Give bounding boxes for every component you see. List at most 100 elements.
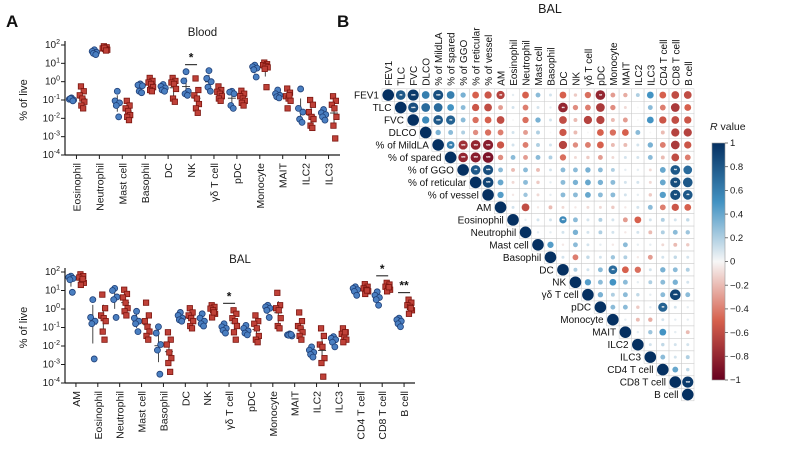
data-point-red	[171, 98, 178, 105]
corr-circle	[511, 131, 515, 134]
corr-circle	[624, 168, 627, 172]
corr-circle	[536, 167, 540, 172]
corr-row-label: γδ T cell	[542, 290, 579, 301]
corr-circle	[659, 191, 666, 199]
category-label: B cell	[399, 391, 411, 417]
data-point-blue	[206, 87, 214, 95]
significance-star: **	[399, 279, 409, 293]
corr-circle	[433, 115, 443, 125]
corr-significance-star: ***	[461, 143, 466, 148]
data-point-red	[342, 329, 349, 336]
corr-circle	[472, 91, 479, 99]
data-point-blue	[222, 329, 229, 337]
corr-circle	[660, 354, 666, 360]
corr-circle	[684, 141, 692, 149]
corr-circle	[511, 205, 515, 209]
corr-circle	[685, 292, 691, 298]
corr-circle	[522, 142, 529, 148]
corr-circle	[636, 256, 640, 259]
corr-circle	[635, 130, 641, 135]
corr-circle	[573, 192, 578, 198]
corr-circle	[648, 280, 653, 285]
data-point-blue	[372, 296, 380, 304]
data-point-red	[192, 75, 199, 82]
corr-col-label: % of vessel	[484, 35, 495, 86]
corr-circle	[586, 131, 589, 134]
corr-circle	[498, 167, 503, 173]
corr-circle	[610, 92, 616, 98]
corr-circle	[511, 106, 515, 109]
corr-circle	[660, 155, 665, 160]
category-label: DC	[163, 163, 175, 179]
corr-circle	[659, 204, 666, 211]
data-point-red	[286, 92, 293, 99]
data-point-blue	[109, 287, 116, 294]
corr-circle	[597, 141, 604, 149]
data-point-red	[385, 284, 392, 291]
corr-col-label: % of GGO	[459, 39, 470, 85]
data-point-red	[165, 359, 172, 367]
corr-circle	[447, 104, 455, 111]
corr-circle	[549, 218, 552, 222]
corr-row-label: ILC2	[607, 340, 629, 351]
corr-circle	[671, 91, 680, 99]
corr-row-label: MAIT	[592, 328, 616, 339]
corr-circle	[636, 119, 639, 121]
data-point-blue	[112, 102, 120, 109]
corr-circle	[484, 103, 492, 112]
corr-col-label: Neutrophil	[522, 40, 533, 86]
corr-circle	[561, 205, 565, 209]
corr-circle	[457, 164, 469, 176]
corr-circle	[422, 116, 430, 124]
corr-circle	[610, 179, 616, 185]
data-point-blue	[200, 322, 207, 330]
corr-circle	[636, 243, 640, 247]
corr-circle	[470, 165, 481, 175]
corr-row-label: Monocyte	[560, 315, 604, 326]
corr-circle	[610, 192, 616, 198]
corr-circle	[649, 293, 652, 296]
corr-row-label: % of reticular	[408, 178, 467, 189]
corr-circle	[458, 152, 468, 163]
data-point-blue	[132, 320, 139, 328]
corr-circle	[682, 376, 694, 388]
y-tick-label: 10-4	[43, 149, 60, 161]
category-label: NK	[202, 391, 214, 406]
corr-circle	[636, 281, 640, 284]
corr-circle	[535, 155, 541, 160]
data-point-red	[254, 339, 261, 346]
data-point-blue	[229, 104, 237, 112]
corr-circle	[523, 179, 528, 185]
corr-circle	[573, 155, 577, 159]
corr-circle	[510, 155, 516, 160]
corr-circle	[671, 128, 680, 137]
corr-circle	[611, 243, 615, 247]
corr-circle	[611, 218, 615, 222]
corr-circle	[408, 102, 419, 113]
corr-circle	[623, 106, 627, 109]
corr-circle	[484, 91, 492, 99]
corr-circle	[561, 243, 565, 247]
data-point-blue	[295, 104, 302, 112]
corr-circle	[646, 91, 654, 99]
corr-significance-star: ***	[436, 118, 441, 123]
data-point-blue	[88, 320, 96, 328]
corr-circle	[685, 355, 690, 360]
corr-row-label: DC	[539, 265, 553, 276]
corr-col-label: Mast cell	[534, 46, 545, 85]
corr-circle	[507, 214, 519, 226]
corr-circle	[672, 229, 678, 235]
colorbar-tick-label: 0.2	[730, 233, 743, 244]
corr-circle	[598, 230, 603, 235]
corr-significance-star: **	[674, 193, 677, 198]
data-point-red	[331, 105, 338, 112]
corr-circle	[559, 116, 567, 124]
data-point-blue	[87, 314, 95, 321]
corr-circle	[522, 104, 529, 111]
corr-circle	[482, 189, 494, 201]
corr-circle	[636, 305, 640, 309]
corr-circle	[524, 218, 527, 222]
corr-circle	[684, 203, 692, 211]
corr-circle	[683, 165, 693, 175]
category-label: Neutrophil	[115, 391, 127, 439]
